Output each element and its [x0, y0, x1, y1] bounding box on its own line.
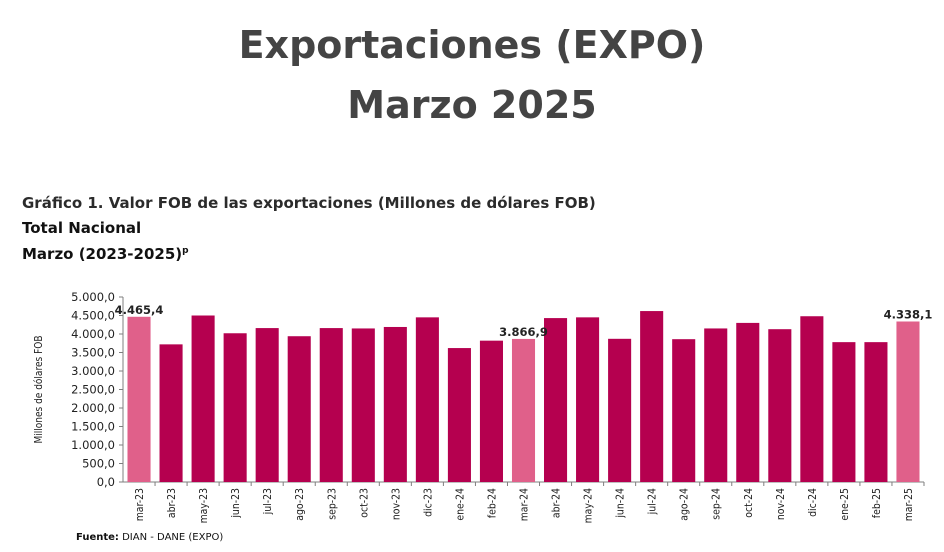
y-tick-label: 500,0: [82, 457, 115, 471]
bar: [832, 342, 856, 482]
x-tick-label: ene-25: [839, 488, 851, 521]
x-tick-label: abr-23: [166, 488, 178, 518]
x-tick-label: oct-24: [743, 488, 755, 518]
chart-scope: Total Nacional: [22, 219, 142, 237]
bar: [672, 339, 696, 482]
y-tick-label: 1.000,0: [71, 438, 115, 452]
bar-chart: 0,0 500,0 1.000,0 1.500,0 2.000,0 2.500,0 3.00…: [32, 290, 933, 523]
x-tick-label: ago-24: [679, 488, 691, 521]
data-label: 3.866,9: [499, 325, 548, 339]
data-label: 4.338,1: [884, 307, 933, 321]
bar: [768, 329, 792, 482]
x-tick-label: mar-25: [903, 488, 915, 521]
bar: [319, 328, 343, 482]
bar: [608, 338, 632, 482]
data-label: 4.465,4: [115, 303, 164, 317]
x-tick-label: ene-24: [455, 488, 467, 521]
bar: [255, 328, 279, 482]
y-tick-label: 4.500,0: [71, 309, 115, 323]
x-tick-label: feb-25: [871, 488, 883, 518]
y-tick-label: 2.000,0: [71, 401, 115, 415]
y-tick-label: 2.500,0: [71, 383, 115, 397]
bar: [287, 336, 311, 482]
x-tick-label: sep-24: [711, 488, 723, 520]
bar: [544, 318, 568, 482]
x-tick-label: abr-24: [551, 488, 563, 518]
bar: [640, 311, 664, 482]
x-tick-label: jun-24: [615, 488, 627, 519]
chart-period-text: Marzo (2023-2025): [22, 245, 183, 263]
x-tick-label: feb-24: [487, 488, 499, 518]
bar: [383, 326, 407, 482]
y-tick-label: 3.000,0: [71, 364, 115, 378]
x-tick-label: jul-23: [263, 488, 275, 515]
bar: [351, 328, 375, 482]
x-tick-label: jun-23: [231, 488, 243, 519]
bar: [479, 340, 503, 482]
chart-period: Marzo (2023-2025)p: [22, 241, 189, 264]
bar: [736, 322, 760, 482]
chart-title: Gráfico 1. Valor FOB de las exportacione…: [22, 194, 596, 212]
x-tick-label: dic-24: [807, 488, 819, 517]
x-tick-label: dic-23: [423, 488, 435, 517]
y-tick-label: 5.000,0: [71, 290, 115, 304]
source-note: Fuente: DIAN - DANE (EXPO): [76, 532, 223, 543]
y-tick-label: 1.500,0: [71, 420, 115, 434]
x-tick-label: mar-23: [134, 488, 146, 521]
x-tick-label: nov-23: [391, 488, 403, 520]
bar: [896, 321, 920, 482]
bar: [415, 317, 439, 482]
bar: [704, 328, 728, 482]
bar: [159, 344, 183, 482]
preliminary-mark: p: [182, 246, 189, 256]
x-tick-label: jul-24: [647, 488, 659, 515]
y-tick-label: 4.000,0: [71, 327, 115, 341]
y-axis-title: Millones de dólares FOB: [32, 335, 45, 443]
bar: [127, 316, 151, 482]
source-label: Fuente:: [76, 532, 119, 543]
bar: [800, 316, 824, 482]
x-tick-label: sep-23: [327, 488, 339, 520]
x-tick-label: may-23: [198, 488, 210, 523]
y-tick-label: 3.500,0: [71, 346, 115, 360]
bar: [511, 338, 536, 482]
source-text: DIAN - DANE (EXPO): [122, 532, 224, 543]
x-tick-label: oct-23: [359, 488, 371, 518]
bar: [576, 317, 600, 482]
bar: [447, 348, 471, 482]
page-subtitle: Marzo 2025: [347, 83, 597, 127]
bar: [864, 342, 888, 482]
x-tick-label: ago-23: [295, 488, 307, 521]
x-tick-label: nov-24: [775, 488, 787, 520]
page-title: Exportaciones (EXPO): [238, 23, 706, 67]
bar: [223, 333, 247, 482]
y-tick-label: 0,0: [97, 475, 115, 489]
bar: [191, 315, 215, 482]
x-tick-label: mar-24: [519, 488, 531, 521]
x-tick-label: may-24: [583, 488, 595, 523]
